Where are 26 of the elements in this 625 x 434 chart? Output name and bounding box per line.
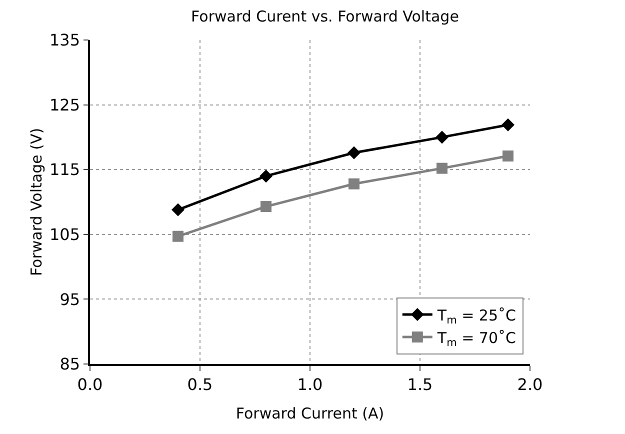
point [172,203,184,216]
y-tick-label: 115 [50,160,80,180]
point [436,162,448,174]
y-tick-label: 105 [50,225,80,244]
point [172,230,184,242]
y-tick-label: 95 [60,290,80,309]
x-axis-title: Forward Current (A) [236,404,384,422]
x-tick-label: 2.0 [517,374,543,394]
x-tick-label: 1.0 [297,374,323,394]
point [436,130,448,144]
point [502,118,514,132]
y-tick-label: 85 [60,354,80,374]
point [348,178,360,190]
x-tick-label: 0.5 [187,374,213,394]
y-tick-label: 125 [50,95,80,114]
legend-label: T$_{m}$ = 70˚C [436,328,516,350]
legend-label: T$_{m}$ = 25˚C [436,306,516,327]
point [260,170,272,183]
y-tick-label: 135 [50,30,80,50]
x-tick-label: 0.0 [77,374,103,394]
point [502,150,514,162]
point [260,201,272,212]
chart-title: Forward Curent vs. Forward Voltage [191,7,459,26]
y-axis-title: Forward Voltage (V) [27,128,46,276]
x-tick-label: 1.5 [407,374,433,394]
point [348,146,360,160]
